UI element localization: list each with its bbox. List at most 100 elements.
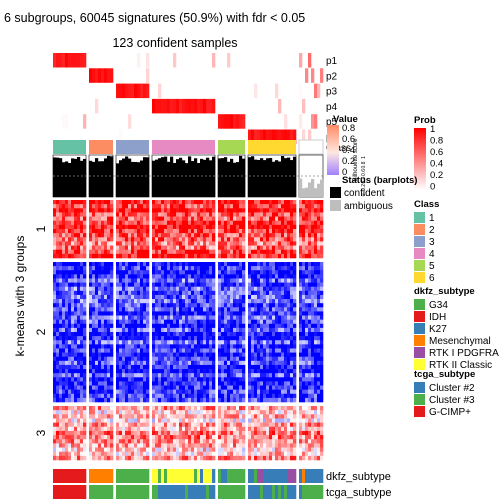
heatmap-cell <box>98 315 102 320</box>
heatmap-cell <box>320 369 324 374</box>
heatmap-cell <box>287 241 291 246</box>
heatmap-cell <box>56 426 60 432</box>
heatmap-cell <box>128 426 132 432</box>
heatmap-cell <box>302 241 306 246</box>
heatmap-cell <box>140 262 144 267</box>
silhouette-bar <box>200 158 204 197</box>
heatmap-cell <box>164 406 168 411</box>
heatmap-cell <box>89 204 93 209</box>
heatmap-cell <box>224 406 228 411</box>
heatmap-cell <box>56 233 60 238</box>
heatmap-cell <box>92 323 96 329</box>
heatmap-cell <box>107 348 111 353</box>
heatmap-cell <box>119 282 123 288</box>
heatmap-cell <box>122 245 126 251</box>
heatmap-cell <box>206 262 210 267</box>
heatmap-cell <box>56 286 60 292</box>
heatmap-cell <box>164 397 168 403</box>
heatmap-cell <box>305 241 309 246</box>
heatmap-cell <box>146 406 150 411</box>
heatmap-cell <box>317 369 321 374</box>
heatmap-cell <box>224 352 228 358</box>
heatmap-cell <box>59 208 63 213</box>
heatmap-cell <box>119 340 123 345</box>
heatmap-cell <box>185 204 189 209</box>
heatmap-cell <box>116 253 120 259</box>
heatmap-cell <box>299 241 303 246</box>
heatmap-cell <box>137 270 141 275</box>
heatmap-cell <box>251 336 255 341</box>
heatmap-cell <box>131 278 135 283</box>
heatmap-cell <box>206 430 210 436</box>
heatmap-cell <box>101 406 105 411</box>
heatmap-cell <box>188 414 192 419</box>
heatmap-cell <box>218 315 222 320</box>
heatmap-cell <box>173 397 177 403</box>
heatmap-cell <box>251 360 255 366</box>
heatmap-cell <box>170 266 174 271</box>
heatmap-cell <box>278 237 282 242</box>
heatmap-cell <box>209 344 213 349</box>
heatmap-cell <box>59 323 63 329</box>
heatmap-cell <box>68 282 72 288</box>
heatmap-cell <box>179 307 183 312</box>
heatmap-cell <box>152 327 156 333</box>
heatmap-cell <box>257 397 261 403</box>
heatmap-cell <box>83 397 87 403</box>
heatmap-cell <box>311 348 315 353</box>
heatmap-cell <box>98 348 102 353</box>
heatmap-cell <box>200 286 204 292</box>
heatmap-cell <box>287 327 291 333</box>
heatmap-cell <box>101 369 105 374</box>
heatmap-cell <box>179 422 183 428</box>
heatmap-cell <box>119 377 123 382</box>
heatmap-cell <box>140 336 144 341</box>
heatmap-cell <box>203 200 207 205</box>
heatmap-cell <box>161 224 165 230</box>
heatmap-cell <box>212 315 216 320</box>
heatmap-cell <box>227 430 231 436</box>
heatmap-cell <box>224 418 228 423</box>
heatmap-cell <box>236 430 240 436</box>
heatmap-cell <box>143 373 147 378</box>
heatmap-cell <box>227 319 231 325</box>
heatmap-cell <box>218 311 222 316</box>
heatmap-cell <box>236 385 240 390</box>
heatmap-cell <box>131 430 135 436</box>
heatmap-cell <box>266 369 270 374</box>
heatmap-cell <box>227 220 231 226</box>
prob-cell <box>137 53 141 68</box>
heatmap-cell <box>98 364 102 370</box>
heatmap-cell <box>206 385 210 390</box>
heatmap-cell <box>62 282 66 288</box>
heatmap-cell <box>137 249 141 255</box>
heatmap-cell <box>104 208 108 213</box>
heatmap-cell <box>188 278 192 283</box>
heatmap-cell <box>194 410 198 415</box>
heatmap-cell <box>173 212 177 217</box>
silhouette-bar <box>170 156 174 197</box>
heatmap-cell <box>257 224 261 230</box>
heatmap-cell <box>101 348 105 353</box>
heatmap-cell <box>227 245 231 251</box>
heatmap-cell <box>290 393 294 399</box>
heatmap-cell <box>167 294 171 300</box>
heatmap-cell <box>140 426 144 432</box>
heatmap-cell <box>158 229 162 234</box>
heatmap-cell <box>161 237 165 242</box>
heatmap-cell <box>179 426 183 432</box>
heatmap-cell <box>173 200 177 205</box>
heatmap-cell <box>95 381 99 386</box>
heatmap-cell <box>278 377 282 382</box>
heatmap-cell <box>164 381 168 386</box>
heatmap-cell <box>83 364 87 370</box>
heatmap-cell <box>293 266 297 271</box>
heatmap-cell <box>119 294 123 300</box>
heatmap-cell <box>158 418 162 423</box>
heatmap-cell <box>275 303 279 308</box>
heatmap-cell <box>125 364 129 370</box>
heatmap-cell <box>77 410 81 415</box>
heatmap-cell <box>173 208 177 213</box>
heatmap-cell <box>221 385 225 390</box>
heatmap-cell <box>212 286 216 292</box>
